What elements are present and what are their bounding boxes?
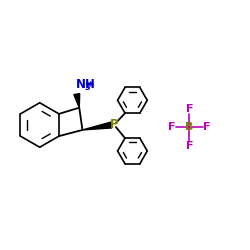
Polygon shape [74, 94, 80, 108]
Polygon shape [82, 122, 112, 130]
Text: F: F [186, 141, 193, 151]
Text: F: F [203, 122, 210, 132]
Text: P: P [110, 118, 118, 132]
Text: F: F [186, 104, 193, 114]
Text: 3: 3 [84, 82, 90, 92]
Text: NH: NH [76, 78, 96, 91]
Text: B: B [185, 122, 194, 132]
Text: F: F [168, 122, 176, 132]
Text: +: + [88, 80, 95, 89]
